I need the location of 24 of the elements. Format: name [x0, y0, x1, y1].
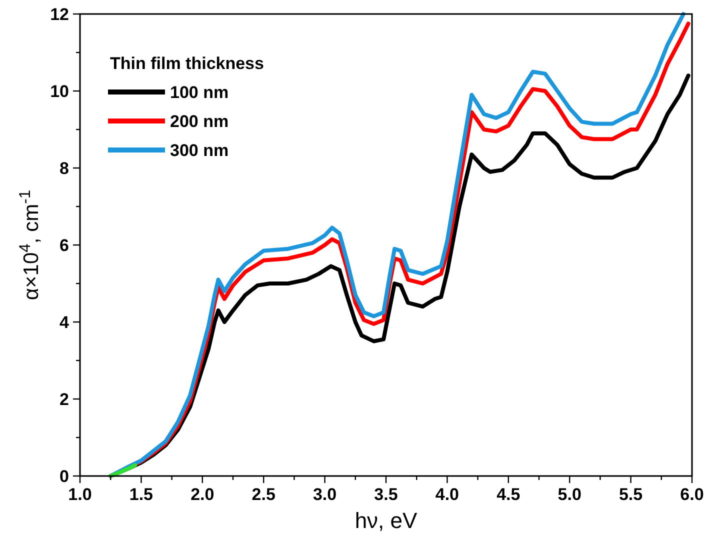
y-tick-label: 8 — [60, 159, 69, 178]
legend-label: 300 nm — [170, 141, 229, 160]
x-tick-label: 3.0 — [312, 485, 337, 504]
x-tick-label: 1.0 — [68, 485, 92, 504]
y-tick-label: 10 — [50, 82, 69, 101]
x-tick-label: 5.0 — [558, 485, 582, 504]
y-tick-label: 2 — [60, 390, 69, 409]
x-tick-label: 4.0 — [435, 485, 460, 504]
legend-label: 100 nm — [170, 83, 229, 102]
legend-label: 200 nm — [170, 112, 229, 131]
x-tick-label: 2.0 — [190, 485, 214, 504]
line-series — [108, 463, 138, 478]
y-tick-label: 4 — [60, 313, 70, 332]
x-tick-label: 4.5 — [496, 485, 520, 504]
x-axis-title: hν, eV — [354, 508, 418, 533]
x-tick-label: 5.5 — [618, 485, 643, 504]
y-tick-label: 12 — [50, 5, 69, 24]
x-tick-label: 1.5 — [129, 485, 154, 504]
x-tick-label: 6.0 — [680, 485, 704, 504]
legend-title: Thin film thickness — [110, 54, 264, 73]
y-tick-label: 0 — [60, 467, 69, 486]
x-tick-label: 2.5 — [252, 485, 276, 504]
y-tick-label: 6 — [60, 236, 69, 255]
x-tick-label: 3.5 — [374, 485, 398, 504]
